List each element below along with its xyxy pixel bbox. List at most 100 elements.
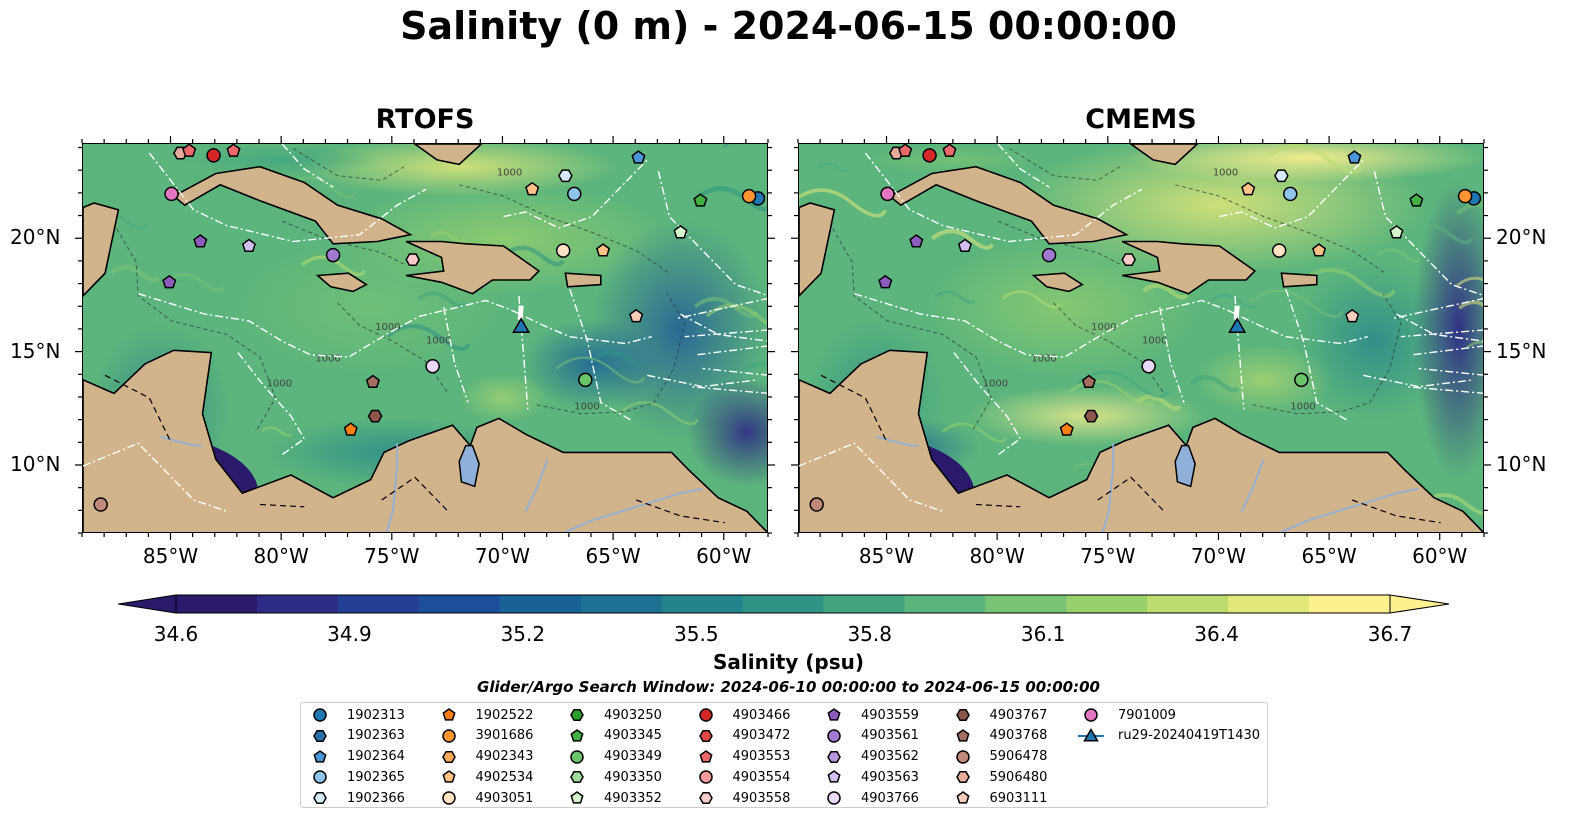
isobath-contour bbox=[536, 293, 686, 415]
land-mass bbox=[1031, 272, 1084, 293]
legend-item: 4903350 bbox=[562, 767, 662, 787]
legend-marker bbox=[827, 750, 841, 763]
argo-float-4903352 bbox=[673, 224, 688, 239]
argo-float-4903466 bbox=[922, 148, 937, 163]
colorbar-label: Salinity (psu) bbox=[712, 650, 864, 674]
legend-label: 4903767 bbox=[989, 707, 1048, 723]
legend-label: 4903554 bbox=[732, 769, 791, 785]
salinity-eddy bbox=[1135, 394, 1182, 411]
salinity-eddy bbox=[930, 229, 995, 250]
legend-label: 4903553 bbox=[732, 749, 791, 765]
legend-label: 4903350 bbox=[604, 769, 662, 785]
argo-float-1902366 bbox=[1274, 169, 1289, 183]
lon-tick-label: 85°W bbox=[858, 544, 915, 568]
legend-label: 4903559 bbox=[861, 707, 919, 723]
legend-item: 7901009 bbox=[1076, 705, 1176, 725]
argo-float-4902534 bbox=[525, 181, 540, 196]
salinity-field-patch bbox=[458, 372, 549, 423]
legend-marker bbox=[827, 729, 841, 743]
eez-boundary bbox=[569, 288, 633, 422]
salinity-eddy bbox=[743, 361, 767, 373]
argo-float-4903561 bbox=[325, 247, 341, 263]
river bbox=[1101, 443, 1115, 532]
salinity-eddy bbox=[1142, 283, 1189, 300]
salinity-field-patch bbox=[686, 376, 767, 487]
salinity-eddy bbox=[680, 237, 713, 249]
legend-marker bbox=[955, 709, 970, 721]
eez-boundary bbox=[503, 159, 648, 229]
salinity-eddy bbox=[555, 356, 646, 384]
legend-label: 4903466 bbox=[732, 707, 791, 723]
isobath-contour bbox=[1175, 184, 1386, 274]
legend-item: 1902522 bbox=[434, 705, 534, 725]
legend-marker bbox=[441, 750, 456, 763]
legend-label: 7901009 bbox=[1118, 707, 1176, 723]
salinity-eddy bbox=[109, 264, 160, 283]
eez-boundary bbox=[953, 352, 1022, 456]
legend-marker bbox=[698, 770, 713, 785]
legend-item: 1902313 bbox=[305, 705, 405, 725]
legend-label: 1902522 bbox=[475, 707, 534, 723]
eez-boundary bbox=[647, 374, 758, 388]
lon-tick-label: 70°W bbox=[1190, 544, 1247, 568]
legend-label: 4903558 bbox=[732, 790, 791, 806]
legend-label: 1902363 bbox=[347, 728, 405, 744]
lon-tick-label: 80°W bbox=[969, 544, 1025, 568]
argo-float-4903349 bbox=[578, 372, 593, 388]
lon-tick-label: 80°W bbox=[253, 544, 309, 568]
argo-float-4903768 bbox=[365, 374, 380, 389]
legend-marker bbox=[955, 791, 970, 804]
argo-float-5906478 bbox=[93, 497, 108, 512]
legend-label: 4902534 bbox=[475, 769, 534, 785]
legend-marker bbox=[698, 792, 713, 805]
colorbar-segment bbox=[742, 595, 824, 613]
legend-label: 4903349 bbox=[604, 749, 662, 765]
legend-marker bbox=[313, 792, 327, 805]
panel-title-cmems: CMEMS bbox=[1085, 104, 1197, 135]
legend-item: 1902364 bbox=[305, 747, 405, 767]
argo-float-4903767 bbox=[1083, 409, 1099, 423]
lon-tick-label: 60°W bbox=[696, 544, 752, 568]
panel-title-rtofs: RTOFS bbox=[375, 104, 475, 135]
colorbar-tick-label: 34.9 bbox=[327, 622, 372, 646]
land-mass bbox=[413, 144, 483, 166]
argo-float-4903553 bbox=[898, 144, 913, 157]
isobath-label: 1000 bbox=[1142, 336, 1167, 347]
isobath-label: 1000 bbox=[1091, 322, 1116, 333]
colorbar-segment bbox=[418, 595, 501, 613]
salinity-eddy bbox=[385, 324, 471, 351]
legend-marker bbox=[955, 728, 970, 742]
land-mass bbox=[83, 202, 120, 298]
legend-label: 4903563 bbox=[861, 769, 919, 785]
land-mass bbox=[315, 272, 368, 293]
lake-maracaibo bbox=[458, 444, 480, 488]
isobath-label: 1000 bbox=[497, 168, 522, 179]
colorbar-segment bbox=[661, 595, 744, 613]
argo-float-4902534 bbox=[1241, 181, 1256, 196]
lat-tick-label: 10°N bbox=[1496, 451, 1547, 476]
salinity-eddy bbox=[934, 290, 976, 305]
salinity-eddy bbox=[132, 195, 167, 207]
argo-float-4903768 bbox=[1081, 374, 1096, 389]
lon-tick-label: 65°W bbox=[1301, 544, 1357, 568]
salinity-eddy bbox=[1458, 300, 1483, 310]
isobath-label: 1000 bbox=[315, 354, 340, 365]
isobath-label: 1000 bbox=[574, 401, 599, 412]
eez-boundary bbox=[689, 385, 767, 394]
argo-float-4902534 bbox=[1312, 243, 1327, 257]
land-mass bbox=[1280, 272, 1318, 288]
eez-boundary bbox=[997, 144, 1050, 188]
argo-float-6903111 bbox=[1345, 308, 1360, 323]
legend-item: 4902534 bbox=[434, 767, 534, 787]
salinity-eddy bbox=[1299, 268, 1396, 298]
legend-item: 4903562 bbox=[819, 747, 919, 767]
salinity-eddy bbox=[261, 426, 293, 437]
legend-label: 1902313 bbox=[347, 707, 405, 723]
salinity-eddy bbox=[285, 176, 357, 198]
lat-tick-label: 20°N bbox=[10, 225, 61, 250]
isobath-label: 1000 bbox=[375, 322, 400, 333]
legend-item: 4903767 bbox=[948, 705, 1048, 725]
colorbar-segment bbox=[1309, 595, 1391, 613]
salinity-field-patch bbox=[924, 237, 1205, 378]
eez-boundary bbox=[83, 442, 228, 512]
